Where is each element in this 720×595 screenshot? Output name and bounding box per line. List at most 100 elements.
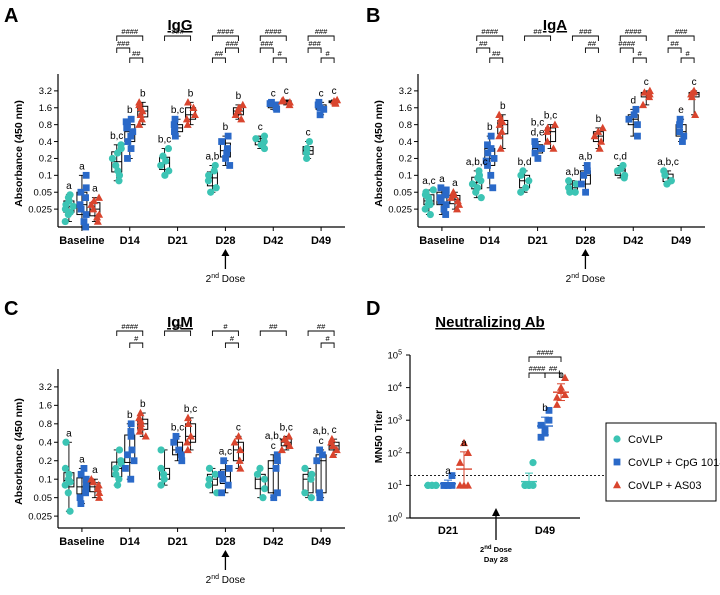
group-letter: a,b,	[313, 426, 330, 437]
data-point	[259, 494, 267, 502]
data-point	[89, 204, 98, 213]
dose-label: 2nd Dose	[206, 574, 246, 586]
data-point	[114, 167, 122, 175]
group-letter: b	[542, 403, 548, 414]
data-point	[421, 205, 429, 213]
data-point	[448, 482, 456, 489]
data-point	[127, 432, 135, 440]
data-point	[442, 191, 449, 199]
data-point	[280, 434, 289, 443]
data-point	[453, 196, 462, 205]
group-letter: c	[332, 86, 337, 97]
data-point	[127, 145, 135, 152]
group-letter: b	[223, 122, 229, 133]
legend-marker	[613, 480, 621, 489]
data-point	[172, 432, 180, 440]
dose-day-label: Day 28	[484, 555, 508, 564]
data-point	[66, 191, 74, 199]
data-point	[266, 100, 274, 107]
group-letter: a	[79, 454, 85, 465]
panel-B: B IgA 0.025 0.05 0.1 0.2 0.4 0.8 1.6 3.2 Absorbanc…	[366, 5, 705, 285]
data-point	[161, 171, 169, 179]
data-point	[444, 482, 452, 489]
dose-arrowhead	[221, 550, 230, 557]
legend-marker	[613, 458, 621, 466]
data-point	[183, 438, 192, 446]
panel-title: IgA	[543, 17, 567, 34]
group-letter: a	[66, 181, 72, 192]
data-point	[475, 167, 483, 175]
x-tick-label: D21	[167, 235, 187, 247]
y-tick-label: 0.8	[39, 120, 52, 131]
y-tick-label: 0.2	[39, 456, 52, 467]
y-tick-label: 0.1	[39, 171, 52, 182]
x-tick-label: D21	[438, 525, 458, 537]
data-point	[82, 194, 89, 202]
data-point	[69, 202, 77, 210]
data-point	[529, 459, 537, 467]
x-tick-label: Baseline	[59, 536, 104, 548]
y-tick-label: 1.6	[39, 401, 52, 412]
data-point	[218, 470, 225, 478]
data-point	[211, 161, 219, 170]
data-point	[534, 155, 542, 162]
group-letter: b	[140, 88, 146, 99]
data-point	[129, 128, 137, 136]
y-tick-label: 0.4	[39, 137, 52, 148]
x-tick-label: D21	[167, 536, 187, 548]
group-letter: b,c	[158, 135, 171, 146]
x-tick-label: D14	[480, 235, 501, 247]
data-point	[496, 144, 505, 152]
data-point	[316, 104, 324, 112]
data-point	[122, 118, 130, 126]
data-point	[157, 446, 165, 454]
y-tick-label: 1.6	[39, 103, 52, 114]
data-point	[123, 124, 131, 132]
data-point	[65, 197, 73, 205]
data-point	[82, 475, 90, 483]
data-point	[598, 123, 607, 132]
data-point	[184, 413, 193, 422]
data-point	[230, 438, 239, 446]
sig-label: ##	[132, 49, 141, 58]
group-letter: b,c	[544, 111, 557, 122]
data-point	[277, 445, 286, 454]
data-point	[437, 197, 445, 205]
x-tick-label: D14	[120, 235, 141, 247]
sig-bracket	[164, 35, 192, 41]
y-tick-label: 0.05	[394, 188, 413, 199]
y-axis-label: Absorbance (450 nm)	[13, 398, 25, 505]
sig-bracket	[619, 47, 634, 53]
y-tick-label: 104	[388, 382, 403, 394]
panel-C: C IgM 0.025 0.05 0.1 0.2 0.4 0.8 1.6 3.2 Absorbanc…	[4, 298, 345, 586]
data-point	[82, 485, 90, 493]
data-point	[489, 184, 497, 192]
sig-bracket	[129, 342, 144, 348]
panel-letter: C	[4, 298, 18, 320]
data-point	[487, 132, 495, 140]
group-letter: c	[306, 128, 311, 139]
data-point	[517, 188, 525, 196]
group-letter: b,c	[531, 118, 544, 129]
data-point	[183, 120, 192, 128]
y-tick-label: 0.4	[39, 438, 52, 449]
data-point	[307, 494, 315, 502]
data-point	[625, 115, 633, 123]
legend: CoVLP CoVLP + CpG 1018 CoVLP + AS03	[605, 422, 720, 502]
sig-bracket	[224, 47, 239, 53]
sig-bracket	[320, 57, 335, 63]
data-point	[687, 92, 696, 101]
y-tick-label: 3.2	[39, 86, 52, 97]
data-point	[270, 494, 278, 502]
legend-label: CoVLP + AS03	[628, 480, 702, 492]
data-point	[95, 488, 104, 496]
sig-label: #	[278, 49, 283, 58]
data-point	[487, 145, 495, 152]
data-point	[329, 450, 338, 458]
group-letter: b	[127, 105, 133, 116]
group-letter: d	[630, 95, 636, 106]
y-tick-label: 0.025	[388, 204, 412, 215]
group-letter: b	[596, 114, 602, 125]
group-letter: b	[500, 101, 506, 112]
